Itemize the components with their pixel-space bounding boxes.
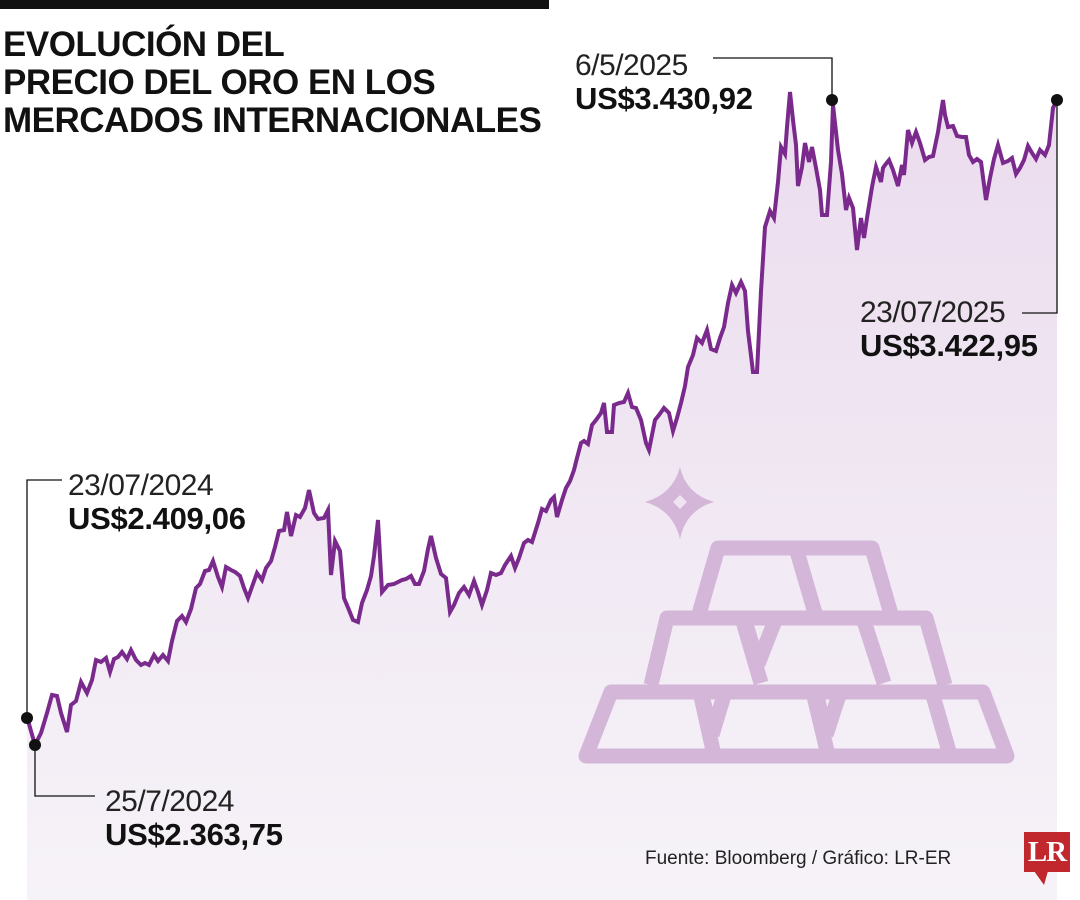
annotation-start: 23/07/2024 US$2.409,06 [68,470,246,536]
sparkle-icon [645,467,714,539]
gold-bars-icon [578,540,1015,764]
price-line [25,91,1059,751]
marker-end [1051,94,1063,106]
marker-peak [826,94,838,106]
leader-peak [713,57,833,100]
annotation-low-date: 25/7/2024 [105,785,234,818]
marker-start [21,712,33,724]
annotation-start-date: 23/07/2024 [68,469,214,502]
annotation-peak-date: 6/5/2025 [575,49,688,82]
leader-start [26,479,62,717]
leader-low [34,745,95,797]
title-line-3: MERCADOS INTERNACIONALES [3,101,542,140]
source-credit: Fuente: Bloomberg / Gráfico: LR-ER [645,848,952,869]
title-line-1: EVOLUCIÓN DEL [3,25,285,64]
title-line-2: PRECIO DEL ORO EN LOS [3,63,436,102]
leader-end [1022,100,1058,314]
annotation-end: 23/07/2025 US$3.422,95 [860,297,1038,363]
annotation-end-value: US$3.422,95 [860,328,1038,363]
marker-dots [21,94,1063,751]
leader-lines [26,57,1058,797]
annotation-start-value: US$2.409,06 [68,501,246,536]
annotation-peak-value: US$3.430,92 [575,81,753,116]
top-rule [0,0,549,9]
lr-logo-tail [1034,871,1048,885]
marker-low [29,739,41,751]
annotation-low: 25/7/2024 US$2.363,75 [105,786,283,852]
annotation-low-value: US$2.363,75 [105,817,283,852]
annotation-peak: 6/5/2025 US$3.430,92 [575,50,753,116]
chart-title: EVOLUCIÓN DEL PRECIO DEL ORO EN LOS MERC… [3,26,563,140]
lr-logo: LR [1024,832,1070,872]
annotation-end-date: 23/07/2025 [860,296,1006,329]
